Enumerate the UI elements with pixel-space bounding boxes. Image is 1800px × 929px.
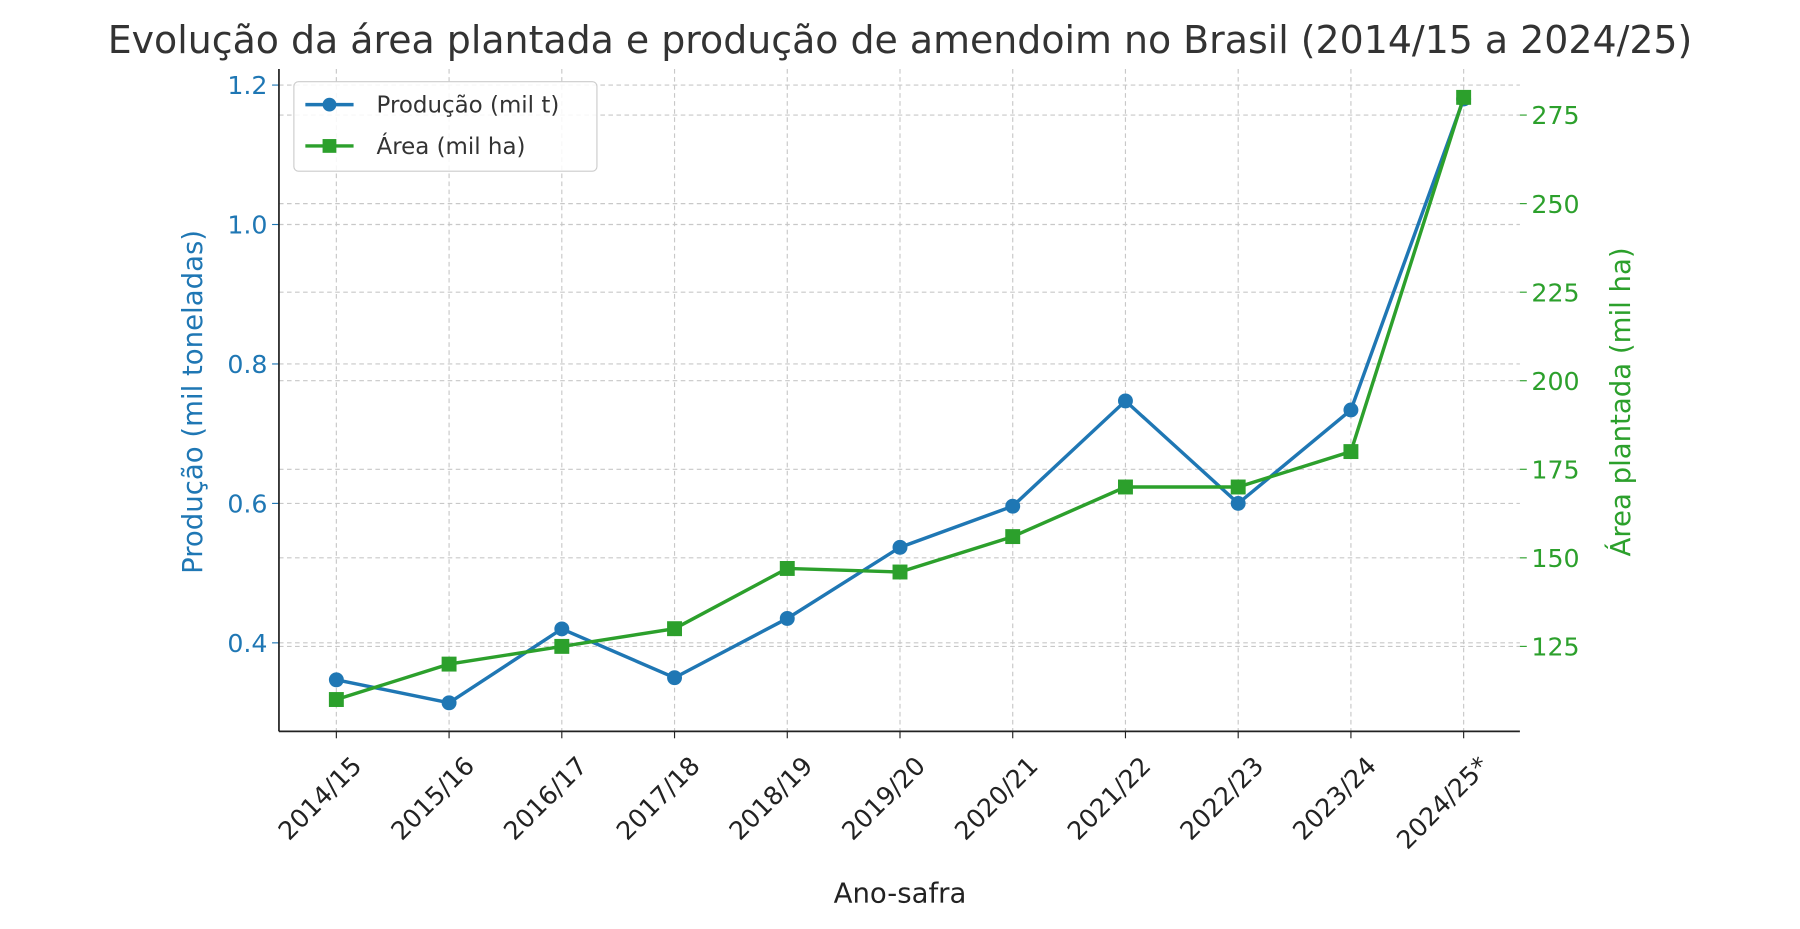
data-point-area (328, 692, 344, 707)
legend-marker-production (322, 97, 337, 112)
x-tick-label: 2018/19 (724, 751, 819, 846)
data-point-production (1230, 495, 1246, 511)
y-left-tick-label: 0.4 (227, 629, 267, 658)
data-point-area (1117, 479, 1133, 495)
data-point-area (1005, 529, 1021, 545)
legend-box (293, 81, 598, 172)
data-point-area (554, 638, 570, 654)
x-tick-label: 2019/20 (836, 751, 931, 846)
legend-marker-area (322, 139, 337, 153)
x-tick-label: 2022/23 (1175, 751, 1270, 846)
y-left-tick-label: 1.0 (227, 211, 267, 240)
y-axis-left-label: Produção (mil toneladas) (177, 230, 209, 574)
data-point-production (892, 539, 908, 555)
y-left-tick-label: 1.2 (227, 71, 267, 100)
data-point-area (667, 621, 683, 637)
x-tick-label: 2016/17 (498, 751, 593, 846)
y-right-tick-label: 250 (1531, 190, 1579, 219)
data-point-production (328, 672, 344, 688)
data-point-production (779, 610, 795, 626)
data-point-production (1343, 402, 1359, 418)
series (328, 89, 1472, 711)
x-tick-label: 2020/21 (949, 751, 1044, 846)
legend-label-production: Produção (mil t) (377, 93, 560, 119)
y-left-tick-label: 0.8 (227, 350, 267, 379)
data-point-area (779, 561, 795, 576)
x-tick-label: 2023/24 (1287, 751, 1382, 846)
data-point-production (554, 621, 570, 637)
x-tick-label: 2024/25* (1391, 751, 1495, 855)
y-right-tick-label: 200 (1531, 367, 1579, 396)
data-point-area (441, 656, 457, 672)
data-point-area (1230, 479, 1246, 495)
x-tick-label: 2021/22 (1062, 751, 1157, 846)
axes: 2014/15 2015/16 2016/17 2017/18 2018/19 2019/… (227, 69, 1580, 855)
data-point-production (1117, 393, 1133, 409)
grid (278, 69, 1520, 732)
y-right-tick-label: 150 (1531, 544, 1579, 573)
data-point-production (1005, 498, 1021, 514)
y-axis-right-label: Área plantada (mil ha) (1603, 247, 1637, 556)
y-left-tick-label: 0.6 (227, 490, 267, 519)
data-point-production (441, 695, 457, 711)
y-right-tick-label: 125 (1531, 633, 1579, 662)
data-point-production (667, 670, 683, 686)
data-point-area (1343, 444, 1359, 460)
x-tick-label: 2015/16 (385, 751, 480, 846)
legend-label-area: Área (mil ha) (377, 132, 526, 160)
legend: Produção (mil t) Área (mil ha) (293, 81, 598, 172)
chart-title: Evolução da área plantada e produção de … (108, 18, 1693, 62)
y-right-tick-label: 275 (1531, 101, 1579, 130)
y-right-tick-label: 225 (1531, 278, 1579, 307)
x-tick-label: 2017/18 (611, 751, 706, 846)
x-axis-label: Ano-safra (834, 877, 967, 909)
y-right-tick-label: 175 (1531, 455, 1579, 484)
x-tick-label: 2014/15 (273, 751, 368, 846)
data-point-area (1456, 89, 1472, 105)
data-point-area (892, 564, 908, 580)
